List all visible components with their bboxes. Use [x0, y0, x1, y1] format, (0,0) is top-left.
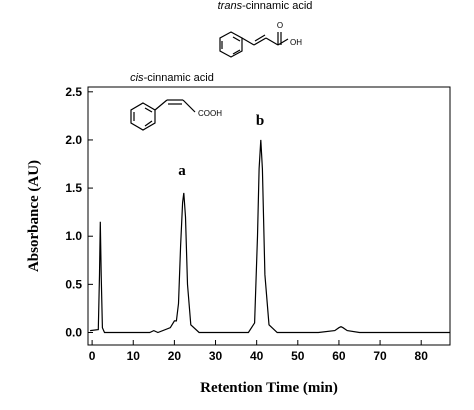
y-axis-label: Absorbance (AU) [26, 160, 42, 272]
y-tick-label: 1.0 [65, 229, 82, 243]
y-tick-label: 0.5 [65, 277, 82, 291]
y-tick-label: 0.0 [65, 325, 82, 339]
y-tick-label: 2.0 [65, 133, 82, 147]
x-tick-label: 20 [168, 349, 182, 363]
structure-name: cis-cinnamic acid [130, 72, 214, 84]
x-tick-label: 10 [127, 349, 141, 363]
x-tick-label: 30 [209, 349, 223, 363]
structure-name: trans-cinnamic acid [218, 0, 313, 12]
y-tick-label: 2.5 [65, 85, 82, 99]
chromatogram-line [90, 139, 450, 334]
x-axis-label: Retention Time (min) [200, 380, 338, 396]
group-label: OH [290, 38, 302, 47]
cis-structure: cis-cinnamic acid COOH [130, 72, 222, 131]
x-tick-label: 60 [332, 349, 346, 363]
y-tick-label: 1.5 [65, 181, 82, 195]
x-tick-label: 70 [373, 349, 387, 363]
plot-frame [87, 86, 451, 346]
peak-label: b [256, 113, 264, 129]
trans-structure: trans-cinnamic acid O OH [218, 0, 313, 58]
group-label: O [277, 21, 283, 30]
x-tick-label: 0 [89, 349, 96, 363]
x-tick-label: 80 [415, 349, 429, 363]
x-tick-label: 50 [291, 349, 305, 363]
peak-label: a [178, 163, 186, 179]
group-label: COOH [198, 109, 222, 118]
x-tick-label: 40 [250, 349, 264, 363]
